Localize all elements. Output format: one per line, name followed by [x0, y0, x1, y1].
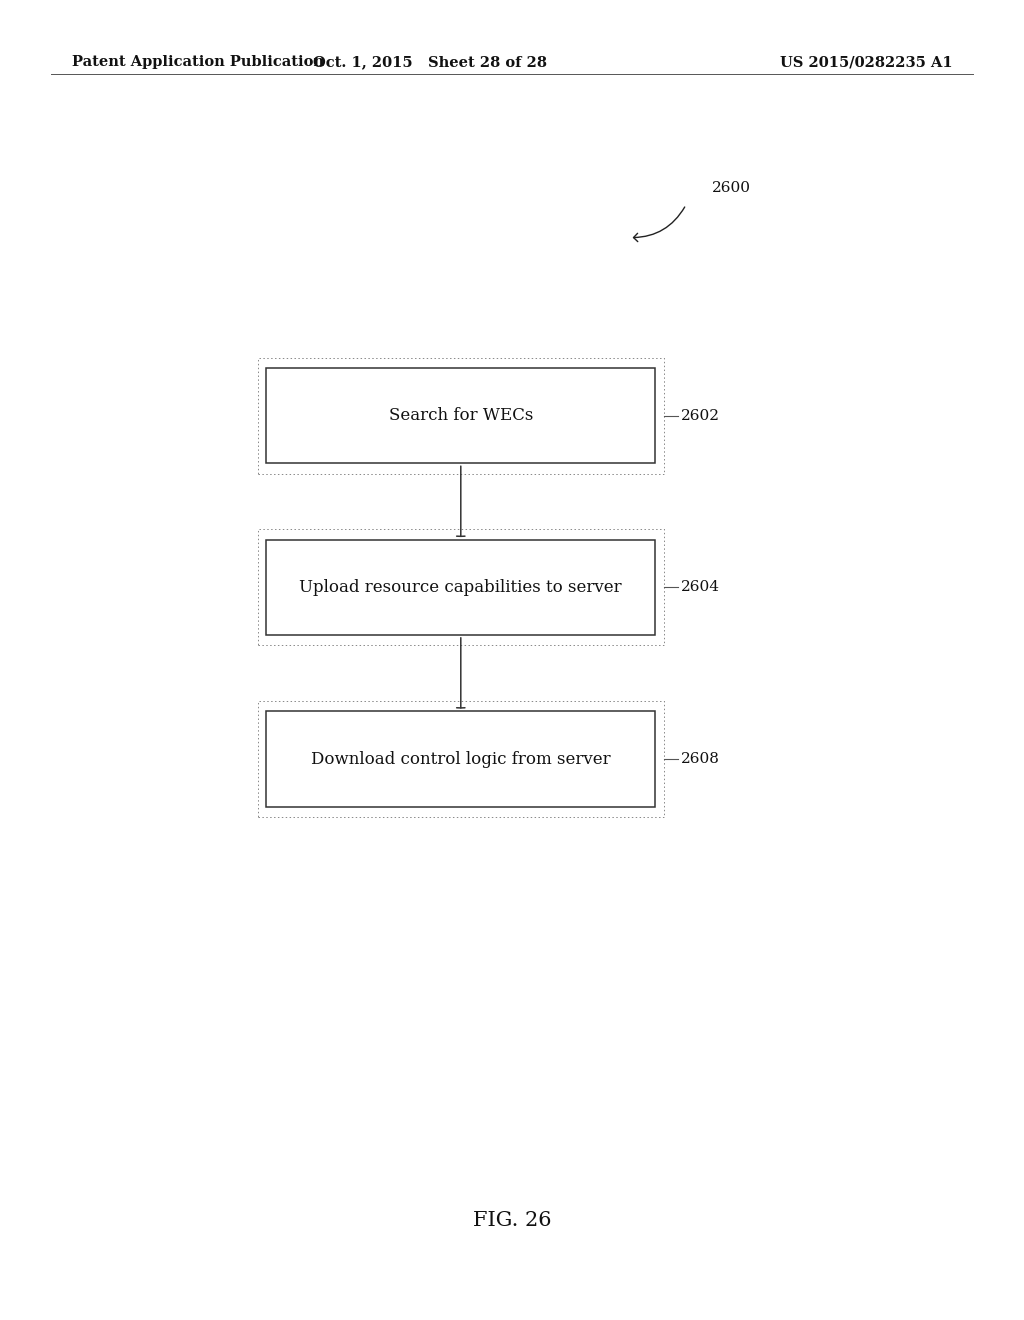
Bar — [266, 711, 655, 807]
Text: 2608: 2608 — [681, 752, 720, 766]
Text: Search for WECs: Search for WECs — [389, 408, 532, 424]
Text: Download control logic from server: Download control logic from server — [311, 751, 610, 767]
Bar — [266, 368, 655, 463]
Text: 2602: 2602 — [681, 409, 720, 422]
Bar — [258, 701, 664, 817]
Text: Patent Application Publication: Patent Application Publication — [72, 55, 324, 70]
Bar — [258, 358, 664, 474]
Text: Upload resource capabilities to server: Upload resource capabilities to server — [299, 579, 623, 595]
Text: 2600: 2600 — [712, 181, 751, 195]
Text: Oct. 1, 2015   Sheet 28 of 28: Oct. 1, 2015 Sheet 28 of 28 — [313, 55, 547, 70]
Bar — [258, 529, 664, 645]
Text: US 2015/0282235 A1: US 2015/0282235 A1 — [779, 55, 952, 70]
Bar — [266, 540, 655, 635]
Text: FIG. 26: FIG. 26 — [473, 1212, 551, 1230]
Text: 2604: 2604 — [681, 581, 720, 594]
